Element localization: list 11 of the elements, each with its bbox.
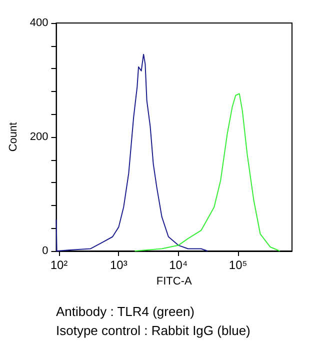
y-tick-label: 0 (42, 245, 48, 257)
y-tick-label: 400 (30, 17, 48, 29)
x-tick-label: 10⁴ (169, 258, 188, 272)
x-tick-label: 10³ (110, 258, 128, 272)
y-tick-label: 200 (30, 131, 48, 143)
x-tick-label: 10⁵ (228, 258, 248, 272)
text: Antibody : TLR4 (green) (56, 304, 194, 319)
text: Isotype control : Rabbit IgG (blue) (56, 323, 250, 338)
x-axis-title: FITC-A (156, 275, 192, 288)
y-axis-title: Count (8, 122, 20, 152)
x-tick-label: 10² (50, 258, 68, 272)
